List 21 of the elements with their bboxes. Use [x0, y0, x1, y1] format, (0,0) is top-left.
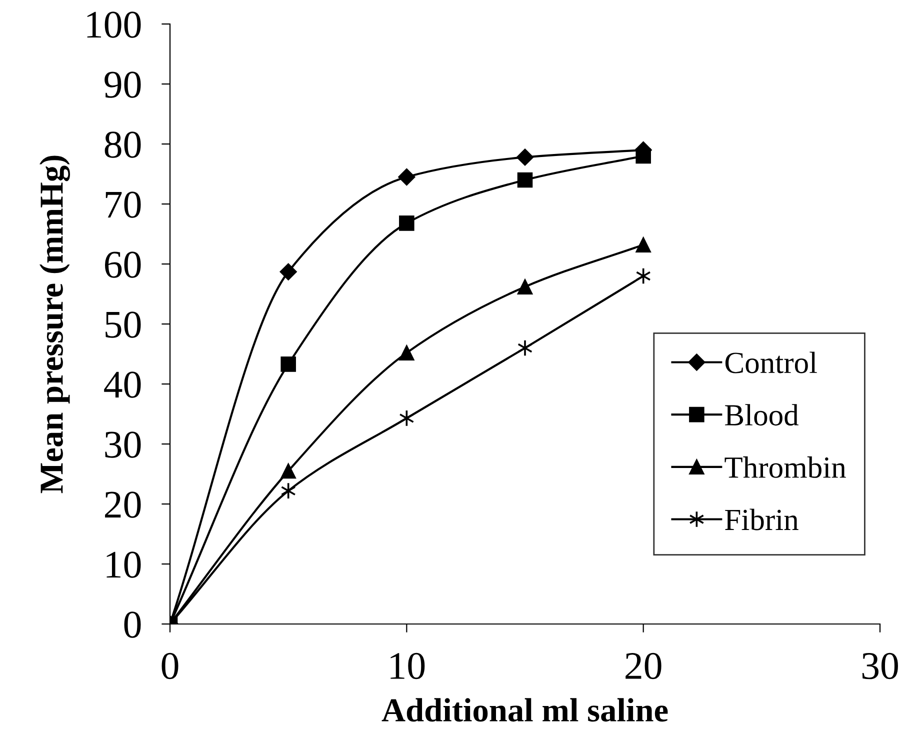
- y-axis-title: Mean pressure (mmHg): [40, 156, 70, 494]
- x-axis-title: Additional ml saline: [382, 698, 668, 722]
- x-tick-label: 0: [162, 652, 178, 680]
- y-tick-label: 50: [106, 312, 141, 338]
- y-tick-label: 40: [104, 372, 141, 398]
- y-tick-label: 0: [124, 612, 141, 638]
- legend-label: Fibrin: [725, 508, 798, 530]
- y-tick-label: 10: [106, 552, 141, 578]
- legend-label: Control: [725, 352, 817, 374]
- y-tick-label: 20: [105, 492, 141, 518]
- legend-label: Blood: [725, 404, 799, 426]
- y-tick-label: 30: [105, 432, 141, 458]
- x-tick-label: 30: [862, 652, 898, 680]
- y-tick-label: 60: [105, 252, 141, 278]
- x-tick-label: 20: [626, 652, 662, 680]
- x-tick-label: 10: [390, 652, 425, 680]
- y-tick-label: 90: [104, 72, 141, 98]
- y-tick-label: 70: [106, 192, 141, 218]
- legend-label: Thrombin: [724, 456, 846, 478]
- y-tick-label: 100: [87, 12, 141, 38]
- y-tick-label: 80: [104, 132, 141, 158]
